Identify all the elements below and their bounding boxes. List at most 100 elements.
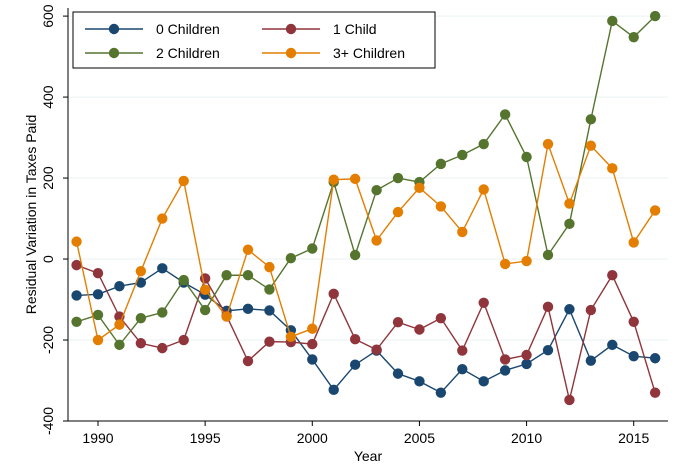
legend-label-3: 3+ Children bbox=[333, 45, 405, 61]
y-tick-label: 600 bbox=[40, 4, 56, 28]
data-point-2-18 bbox=[457, 149, 468, 161]
data-point-3-23 bbox=[564, 198, 575, 209]
y-tick-label: 400 bbox=[40, 85, 56, 109]
x-tick-label: 2005 bbox=[404, 430, 435, 446]
data-point-3-13 bbox=[349, 173, 361, 185]
data-point-2-23 bbox=[564, 218, 575, 230]
data-point-2-26 bbox=[628, 31, 639, 43]
data-point-1-0 bbox=[71, 259, 82, 271]
data-point-3-7 bbox=[221, 311, 232, 322]
y-axis-title: Residual Variation in Taxes Paid bbox=[23, 115, 39, 315]
data-point-3-27 bbox=[649, 205, 661, 216]
series-2 bbox=[71, 10, 661, 351]
data-point-0-3 bbox=[135, 277, 147, 288]
data-point-2-1 bbox=[92, 309, 104, 321]
data-point-0-1 bbox=[92, 289, 104, 300]
legend-item-2: 2 Children bbox=[85, 45, 220, 61]
series-line-3 bbox=[75, 141, 656, 342]
data-point-2-27 bbox=[649, 10, 661, 22]
data-point-1-16 bbox=[414, 324, 425, 335]
data-point-2-6 bbox=[199, 304, 211, 316]
data-point-2-10 bbox=[285, 253, 297, 264]
data-point-2-17 bbox=[435, 158, 447, 170]
data-point-1-5 bbox=[178, 334, 189, 346]
data-point-1-22 bbox=[542, 301, 554, 313]
data-point-2-19 bbox=[478, 138, 489, 150]
data-point-2-11 bbox=[307, 243, 318, 254]
data-point-0-0 bbox=[71, 290, 82, 301]
data-point-1-24 bbox=[585, 304, 597, 316]
legend-marker-2 bbox=[108, 47, 120, 59]
data-point-1-15 bbox=[392, 317, 404, 328]
data-point-3-16 bbox=[414, 182, 425, 193]
data-point-0-4 bbox=[157, 263, 168, 274]
data-point-3-12 bbox=[328, 174, 339, 185]
axes: -400 -200 0 200 400 600 1990 1995 2000 2005 2010 20… bbox=[40, 4, 668, 446]
data-point-2-2 bbox=[114, 339, 125, 351]
data-point-3-25 bbox=[607, 163, 618, 174]
data-point-2-0 bbox=[71, 316, 82, 327]
data-point-1-1 bbox=[92, 268, 104, 279]
legend-label-2: 2 Children bbox=[156, 45, 220, 61]
data-point-1-27 bbox=[649, 387, 661, 398]
data-point-1-25 bbox=[607, 270, 618, 281]
legend-box bbox=[72, 11, 436, 69]
x-tick-label: 1990 bbox=[82, 430, 113, 446]
data-point-1-12 bbox=[328, 288, 339, 300]
data-point-0-11 bbox=[307, 354, 318, 365]
legend: 0 Children 1 Child 2 Children 3+ Children bbox=[72, 11, 436, 69]
legend-label-1: 1 Child bbox=[333, 21, 377, 37]
data-point-0-18 bbox=[457, 363, 468, 375]
data-point-1-21 bbox=[521, 349, 532, 361]
data-point-2-15 bbox=[392, 172, 404, 184]
data-point-2-20 bbox=[499, 109, 511, 120]
data-point-2-25 bbox=[607, 15, 618, 27]
data-point-3-21 bbox=[521, 255, 532, 267]
data-point-1-9 bbox=[264, 336, 275, 347]
legend-marker-3 bbox=[285, 47, 297, 59]
data-point-1-3 bbox=[135, 338, 147, 349]
data-point-3-4 bbox=[157, 213, 168, 224]
data-point-1-19 bbox=[478, 297, 489, 308]
data-point-3-3 bbox=[135, 265, 147, 277]
data-point-3-24 bbox=[585, 140, 597, 151]
x-tick-label: 2000 bbox=[297, 430, 328, 446]
data-point-0-2 bbox=[114, 280, 125, 292]
data-point-3-17 bbox=[435, 201, 447, 212]
data-point-0-24 bbox=[585, 355, 597, 366]
data-point-0-22 bbox=[542, 344, 554, 356]
data-point-0-26 bbox=[628, 351, 639, 362]
data-point-3-6 bbox=[199, 284, 211, 296]
x-tick-label: 2010 bbox=[511, 430, 542, 446]
data-point-2-7 bbox=[221, 270, 232, 281]
data-point-1-8 bbox=[242, 355, 254, 367]
series-3 bbox=[71, 138, 661, 346]
data-point-3-22 bbox=[542, 138, 554, 150]
data-point-0-19 bbox=[478, 376, 489, 387]
x-tick-label: 2015 bbox=[618, 430, 649, 446]
data-point-1-18 bbox=[457, 345, 468, 356]
data-point-0-16 bbox=[414, 376, 425, 387]
data-point-3-1 bbox=[92, 334, 104, 346]
data-point-0-20 bbox=[499, 365, 511, 376]
data-point-1-4 bbox=[157, 342, 168, 354]
data-point-2-24 bbox=[585, 114, 597, 125]
data-point-1-23 bbox=[564, 394, 575, 406]
data-point-2-21 bbox=[521, 151, 532, 163]
legend-item-0: 0 Children bbox=[85, 21, 220, 37]
series-line-2 bbox=[76, 15, 656, 347]
data-point-1-20 bbox=[499, 354, 511, 365]
data-point-2-5 bbox=[178, 274, 189, 286]
y-tick-label: -200 bbox=[40, 326, 56, 354]
data-point-0-23 bbox=[564, 304, 575, 315]
legend-label-0: 0 Children bbox=[156, 21, 220, 37]
series-line-1 bbox=[76, 264, 656, 401]
data-point-3-2 bbox=[114, 319, 125, 330]
data-point-1-13 bbox=[349, 334, 361, 345]
data-point-1-26 bbox=[628, 316, 639, 327]
data-point-0-13 bbox=[349, 359, 361, 370]
data-point-0-21 bbox=[521, 358, 532, 370]
x-tick-label: 1995 bbox=[190, 430, 221, 446]
data-point-2-13 bbox=[349, 249, 361, 261]
